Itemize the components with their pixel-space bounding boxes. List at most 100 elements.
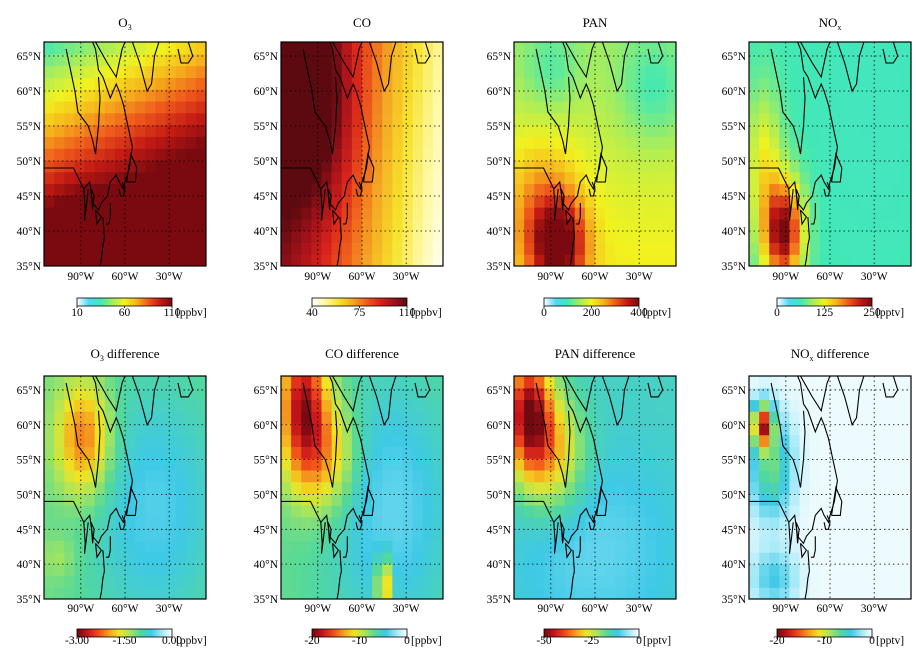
heatmap-cell [850,100,861,114]
heatmap-cell [341,575,353,588]
heatmap-cell [104,516,116,530]
heatmap-cell [789,183,801,196]
heatmap-cell [665,89,676,102]
heatmap-cell [749,422,760,436]
heatmap-cell [125,218,136,232]
heatmap-cell [94,254,106,266]
heatmap-cell [860,89,872,102]
heatmap-cell [372,528,383,541]
heatmap-cell [301,148,312,161]
heatmap-cell [432,171,443,185]
y-tick-label: 55°N [254,121,279,133]
heatmap-cell [185,65,197,78]
heatmap-cell [74,505,86,518]
heatmap-cell [759,587,770,599]
heatmap-cell [605,540,616,553]
heatmap-cell [524,195,535,208]
heatmap-cell [341,552,353,565]
heatmap-cell [830,552,841,565]
panel-title: PAN [583,15,608,30]
heatmap-cell [74,376,86,389]
heatmap-cell [840,575,851,588]
heatmap-cell [645,195,657,208]
heatmap-cell [645,575,657,588]
heatmap-cell [422,575,434,588]
heatmap-cell [635,469,647,483]
heatmap-cell [155,387,167,401]
heatmap-cell [769,254,780,266]
heatmap-cell [94,387,106,401]
heatmap-cell [291,516,302,530]
heatmap-cell [175,89,187,102]
heatmap-cell [432,207,443,220]
heatmap-cell [564,207,576,220]
heatmap-cell [880,446,892,459]
colorbar-tick-label: 40 [306,307,318,319]
coastline-group [749,42,899,266]
coastline [560,522,565,544]
heatmap-cell [402,575,414,588]
heatmap-cell [372,100,383,114]
heatmap-cell [382,53,393,67]
heatmap-cell [412,112,424,126]
heatmap-cell [54,469,65,483]
heatmap-cell [749,124,760,137]
heatmap-cell [665,100,676,114]
heatmap-cell [789,376,801,389]
heatmap-cell [372,148,383,161]
heatmap-cell [534,254,545,266]
heatmap-cell [301,89,312,102]
heatmap-cell [341,376,353,389]
heatmap-cell [341,171,353,185]
heatmap-cell [840,387,851,401]
heatmap-cell [534,65,545,78]
heatmap-cell [665,563,676,577]
heatmap-cell [311,575,323,588]
heatmap-cell [544,434,556,448]
heatmap-cell [311,124,323,137]
heatmap-cell [595,399,606,412]
heatmap-cell [125,540,136,553]
panel-title: NOx [819,15,842,32]
heatmap-cell [362,65,373,78]
heatmap-cell [362,230,373,244]
heatmap-cell [890,411,902,424]
gridlines [749,376,911,599]
heatmap-cell [595,42,606,55]
heatmap-cell [321,218,333,232]
coastline [575,203,581,225]
heatmap-cell [135,207,146,220]
heatmap-cell [44,411,55,424]
heatmap-cell [625,136,637,149]
heatmap-cell [830,171,841,185]
heatmap-cell [281,124,292,137]
heatmap-cell [645,53,657,67]
heatmap-cell [890,218,902,232]
heatmap-cell [165,183,177,196]
heatmap-cell [635,77,647,90]
heatmap-cell [84,171,96,185]
heatmap-cell [749,505,760,518]
heatmap-cell [635,254,647,266]
heatmap-cell [819,100,831,114]
panel-title-base: O [90,346,99,361]
heatmap-cell [880,481,892,494]
heatmap-cell [665,528,676,541]
heatmap-cell [625,171,637,185]
heatmap-cell [165,469,177,483]
heatmap-cell [135,516,146,530]
heatmap-cell [819,136,831,149]
coastline [177,376,194,398]
heatmap-cell [155,540,167,553]
heatmap-cell [554,171,566,185]
heatmap-cell [574,53,586,67]
heatmap-cell [524,563,535,577]
coastline [788,188,794,221]
heatmap-cell [341,505,353,518]
heatmap-cell [321,112,333,126]
heatmap-cell [819,42,831,55]
heatmap-cell [615,77,626,90]
heatmap-cells [44,42,206,266]
heatmap-cell [291,254,302,266]
heatmap-cell [84,65,96,78]
